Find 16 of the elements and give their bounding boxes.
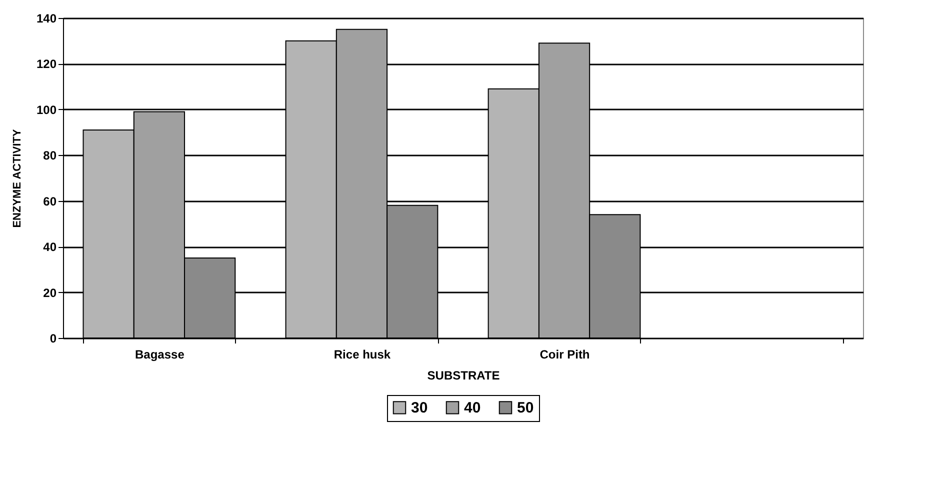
y-tick-label: 140 (36, 12, 57, 26)
legend-label: 30 (411, 400, 428, 417)
x-tick-label: Bagasse (135, 348, 185, 362)
y-axis-title: ENZYME ACTIVITY (11, 128, 24, 228)
x-tick-label: Rice husk (334, 348, 391, 362)
legend-label: 40 (464, 400, 481, 417)
y-tick-label: 100 (36, 102, 57, 117)
y-tick-label: 80 (43, 148, 57, 163)
y-tick-label: 60 (43, 194, 57, 208)
y-tick-label: 120 (36, 57, 57, 72)
x-axis-title: SUBSTRATE (427, 368, 500, 382)
y-tick-label: 0 (50, 332, 57, 346)
legend-label: 50 (517, 400, 534, 417)
y-tick-label: 20 (43, 286, 57, 300)
y-tick-label: 40 (43, 240, 57, 254)
x-tick-label: Coir Pith (540, 348, 590, 362)
